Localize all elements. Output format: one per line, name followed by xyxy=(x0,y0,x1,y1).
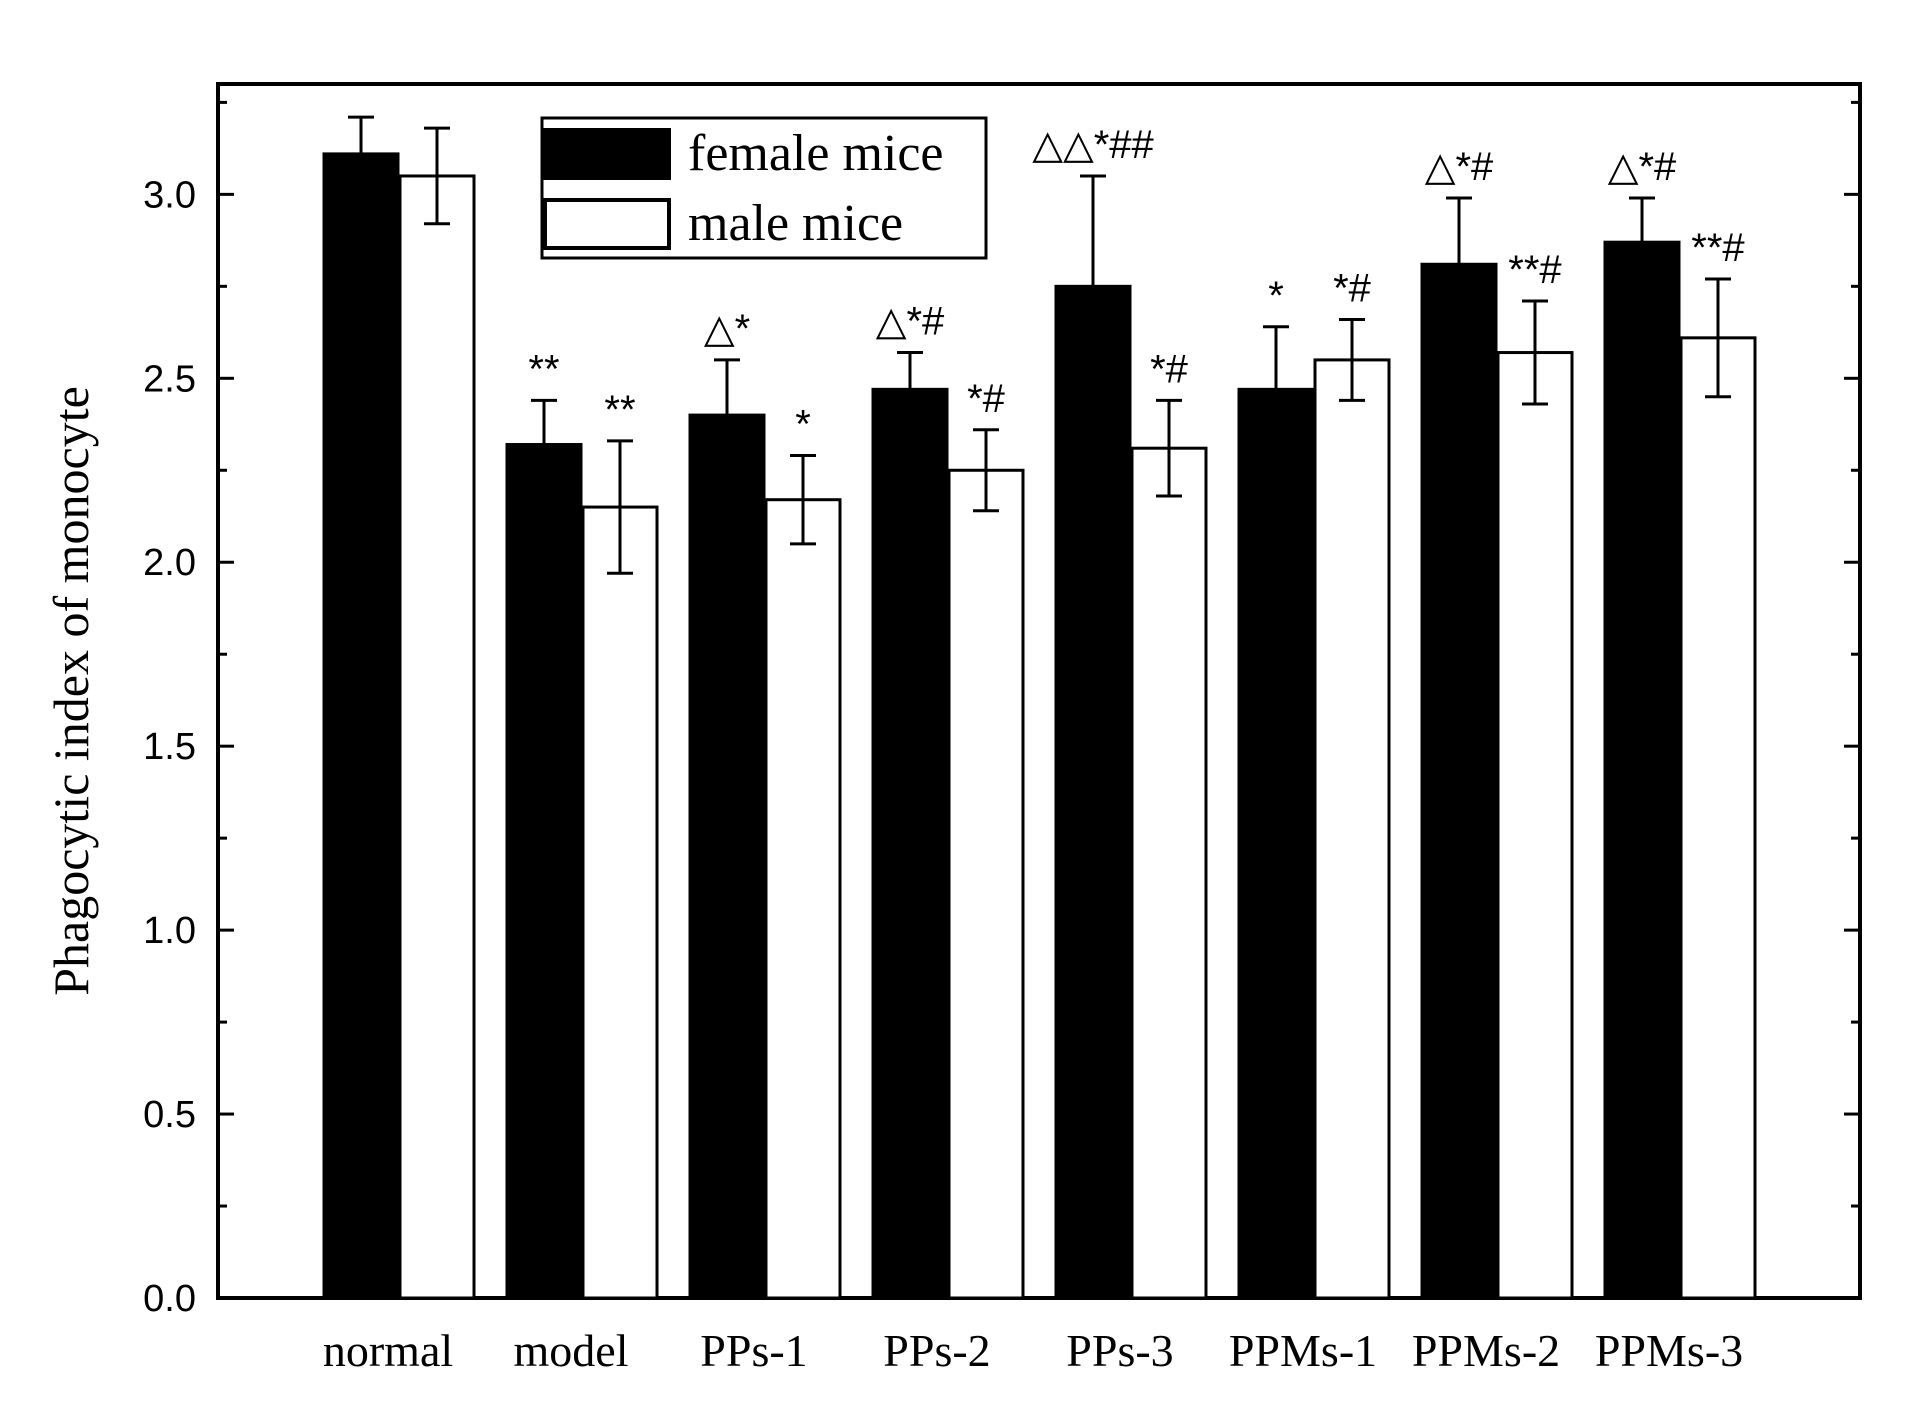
significance-label: *# xyxy=(967,377,1006,421)
bar xyxy=(947,468,1025,1300)
significance-label: △*# xyxy=(1608,145,1677,189)
x-tick-label: PPs-1 xyxy=(700,1325,807,1376)
bar xyxy=(1679,336,1757,1300)
bar xyxy=(1420,262,1498,1300)
bar xyxy=(1237,387,1315,1300)
bar xyxy=(398,174,476,1300)
significance-label: ** xyxy=(528,347,559,391)
x-axis: normal model PPs-1 PPs-2 PPs-3 PPMs-1 PPMs-2 PP… xyxy=(323,1325,1743,1376)
x-tick-label: PPMs-1 xyxy=(1229,1325,1377,1376)
legend-label: male mice xyxy=(688,195,903,252)
significance-label: * xyxy=(795,403,811,447)
x-tick-label: PPs-3 xyxy=(1066,1325,1173,1376)
bar xyxy=(764,498,842,1300)
y-axis-label: Phagocytic index of monocyte xyxy=(43,386,99,996)
x-tick-label: PPMs-3 xyxy=(1595,1325,1743,1376)
bar xyxy=(1313,358,1391,1300)
legend-swatch xyxy=(543,128,671,180)
significance-label: △*# xyxy=(1425,145,1494,189)
bar xyxy=(1603,240,1681,1300)
significance-label: ** xyxy=(604,388,635,432)
bar xyxy=(581,505,659,1300)
x-tick-label: PPMs-2 xyxy=(1412,1325,1560,1376)
x-tick-label: PPs-2 xyxy=(883,1325,990,1376)
bars: ****△**△*#*#△△*##*#* *#△*#**#△*#**# xyxy=(322,115,1757,1300)
bar xyxy=(871,387,949,1300)
bar xyxy=(505,443,583,1300)
y-tick-label: 1.5 xyxy=(143,726,196,768)
bar xyxy=(322,152,400,1300)
legend-swatch xyxy=(543,198,671,250)
x-tick-label: model xyxy=(514,1325,629,1376)
significance-label: *# xyxy=(1333,266,1372,310)
significance-label: **# xyxy=(1691,226,1745,270)
bar xyxy=(1130,446,1208,1300)
y-tick-label: 0.0 xyxy=(143,1278,196,1320)
significance-label: △△*## xyxy=(1032,123,1154,167)
y-tick-label: 2.0 xyxy=(143,542,196,584)
y-tick-label: 2.5 xyxy=(143,358,196,400)
plot-area xyxy=(216,82,1862,1300)
y-axis: 0.0 0.5 1.0 1.5 2.0 2.5 3.0 xyxy=(143,100,1860,1320)
y-tick-label: 1.0 xyxy=(143,910,196,952)
significance-label: *# xyxy=(1150,347,1189,391)
legend-label: female mice xyxy=(688,125,944,182)
significance-label: * xyxy=(1268,274,1284,318)
bar xyxy=(688,413,766,1300)
significance-label: △*# xyxy=(876,300,945,344)
legend: female mice male mice xyxy=(540,116,988,260)
significance-label: △* xyxy=(704,307,750,351)
y-tick-label: 3.0 xyxy=(143,174,196,216)
x-tick-label: normal xyxy=(323,1325,453,1376)
bar xyxy=(1054,284,1132,1300)
plot-frame xyxy=(216,82,1862,1300)
bar xyxy=(1496,351,1574,1300)
y-tick-label: 0.5 xyxy=(143,1094,196,1136)
significance-label: **# xyxy=(1508,248,1562,292)
